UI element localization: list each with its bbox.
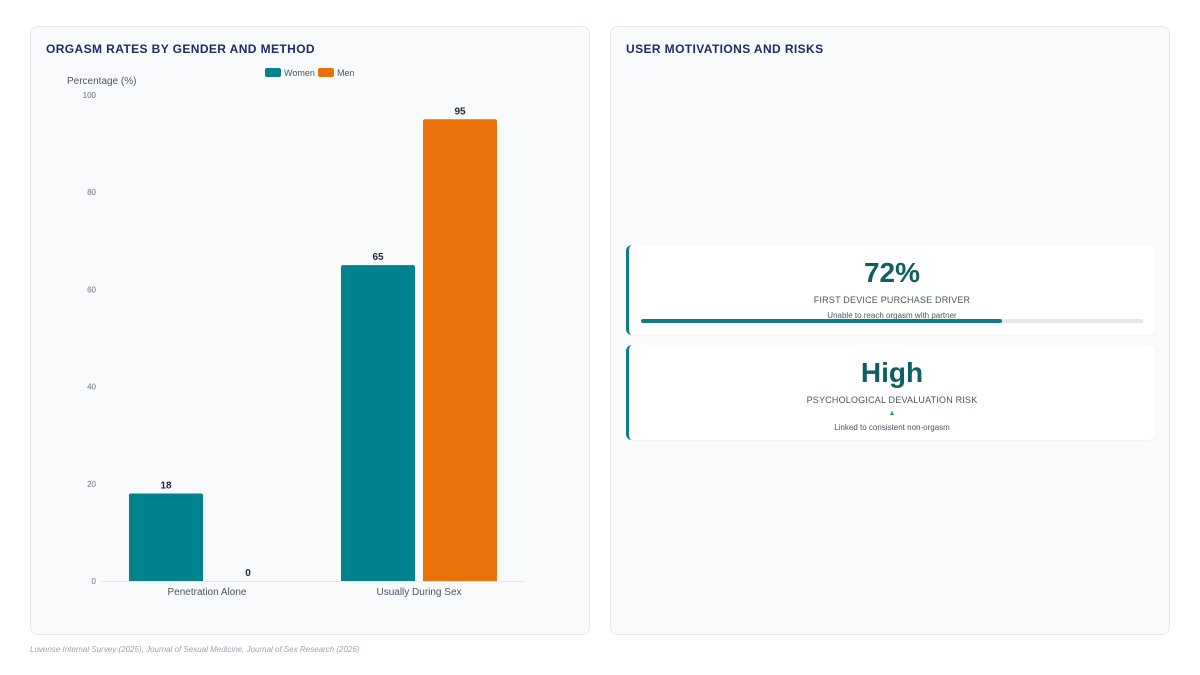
purchase-driver-subtext: Unable to reach orgasm with partner [827,311,957,320]
purchase-driver-value: 72% [863,257,921,288]
x-tick-label: Usually During Sex [376,587,461,598]
devaluation-risk-card: High PSYCHOLOGICAL DEVALUATION RISK ▲ Li… [626,345,1155,440]
y-tick-label: 60 [87,285,96,294]
bar [129,493,203,581]
chart-title: ORGASM RATES BY GENDER AND METHOD [46,42,315,56]
panel-title-motivations: USER MOTIVATIONS AND RISKS [626,42,824,56]
purchase-driver-progress-fill [641,319,1003,323]
y-axis-label: Percentage (%) [67,76,136,87]
legend-label: Women [284,68,315,78]
data-label: 65 [372,252,384,263]
data-label: 18 [160,481,172,492]
purchase-driver-progress-track [641,319,1143,323]
data-label: 0 [245,568,251,579]
data-label: 95 [454,106,466,117]
y-tick-label: 80 [87,188,96,197]
bar-chart: Percentage (%) 0 20 40 60 80 100 Women Men 18 0 Pen… [67,68,525,598]
y-tick-label: 20 [87,480,96,489]
motivations-risks-panel: USER MOTIVATIONS AND RISKS 72% FIRST DEV… [610,26,1170,635]
legend-label: Men [337,68,355,78]
orgasm-rates-panel: ORGASM RATES BY GENDER AND METHOD Percen… [30,26,590,635]
legend-swatch [265,68,281,77]
bar [341,265,415,581]
bar [423,119,497,582]
devaluation-risk-label: PSYCHOLOGICAL DEVALUATION RISK [806,395,978,405]
trend-up-icon: ▲ [888,410,896,417]
purchase-driver-card: 72% FIRST DEVICE PURCHASE DRIVER Unable … [626,245,1155,335]
purchase-driver-label: FIRST DEVICE PURCHASE DRIVER [813,295,971,305]
y-tick-label: 100 [83,91,97,100]
devaluation-risk-value: High [860,357,924,388]
x-tick-label: Penetration Alone [168,587,247,598]
source-footnote: Lovense Internal Survey (2025), Journal … [30,645,360,654]
devaluation-risk-subtext: Linked to consistent non-orgasm [834,423,950,432]
legend-swatch [318,68,334,77]
y-tick-label: 0 [92,577,97,586]
y-tick-label: 40 [87,383,96,392]
